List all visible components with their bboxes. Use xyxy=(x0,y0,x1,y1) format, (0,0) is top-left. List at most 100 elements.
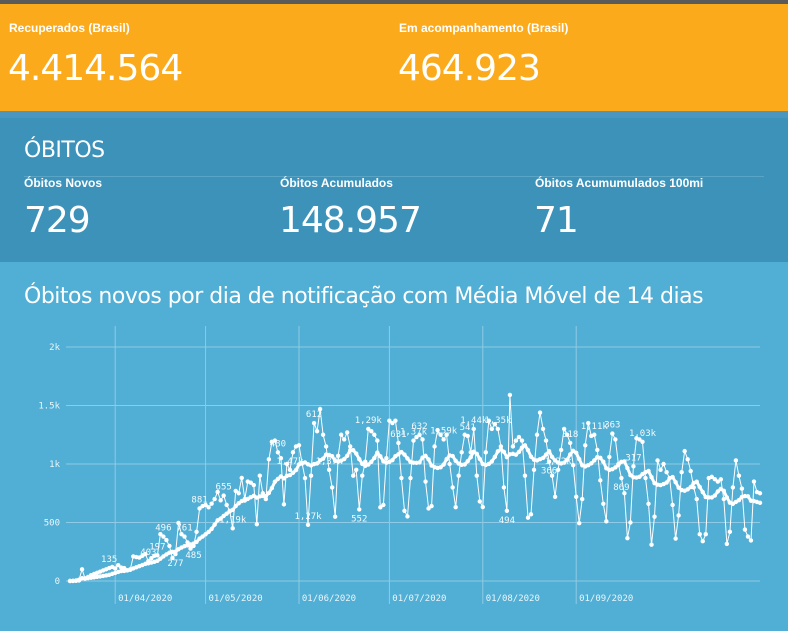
daily-point xyxy=(700,539,705,544)
data-label: 761 xyxy=(176,524,192,534)
obitos-heading: ÓBITOS xyxy=(24,138,105,163)
daily-point xyxy=(112,566,118,571)
data-label: 541 xyxy=(460,423,476,433)
daily-point xyxy=(670,502,675,508)
daily-point xyxy=(453,504,458,510)
daily-point xyxy=(718,477,724,482)
chart-title: Óbitos novos por dia de notificação com … xyxy=(24,284,704,309)
daily-point xyxy=(519,438,525,443)
daily-point xyxy=(411,438,416,443)
daily-point xyxy=(215,489,220,495)
daily-point xyxy=(182,534,187,539)
daily-point xyxy=(751,479,757,484)
daily-point xyxy=(697,532,702,537)
data-label: 1,44k xyxy=(460,416,488,426)
moving-average-point xyxy=(601,459,606,464)
moving-average-point xyxy=(592,458,597,463)
daily-point xyxy=(197,506,202,511)
daily-point xyxy=(194,529,199,535)
moving-average-point xyxy=(477,456,482,462)
moving-average-point xyxy=(269,485,275,491)
daily-point xyxy=(363,459,368,464)
moving-average-point xyxy=(673,479,678,485)
daily-point xyxy=(317,406,323,412)
daily-point xyxy=(637,437,642,442)
daily-point xyxy=(540,426,546,432)
daily-point xyxy=(733,458,739,463)
data-label: 1,27k xyxy=(294,512,322,522)
moving-average-point xyxy=(468,455,473,460)
moving-average-point xyxy=(646,468,651,474)
data-label: 366 xyxy=(541,467,557,477)
moving-average-point xyxy=(402,452,407,457)
daily-point xyxy=(402,508,407,513)
daily-point xyxy=(161,534,166,539)
daily-point xyxy=(567,440,573,446)
daily-point xyxy=(341,437,347,442)
recuperados-value: 4.414.564 xyxy=(8,48,183,89)
moving-average-point xyxy=(649,475,654,480)
daily-point xyxy=(658,467,663,473)
daily-point xyxy=(580,496,585,502)
daily-point xyxy=(543,438,549,443)
daily-point xyxy=(555,467,561,473)
x-tick-label: 01/04/2020 xyxy=(118,594,172,604)
daily-point xyxy=(155,553,160,558)
daily-point xyxy=(676,513,681,518)
moving-average-point xyxy=(622,459,627,464)
daily-point xyxy=(531,467,537,473)
moving-average-point xyxy=(613,465,618,470)
daily-point xyxy=(640,439,645,444)
daily-point xyxy=(480,504,485,510)
daily-point xyxy=(420,437,425,442)
moving-average-point xyxy=(272,479,278,484)
daily-point xyxy=(218,498,223,503)
daily-point xyxy=(302,475,308,481)
x-tick-label: 01/07/2020 xyxy=(392,594,446,604)
daily-point xyxy=(486,418,492,423)
data-label: 631 xyxy=(390,430,406,440)
daily-point xyxy=(417,432,422,437)
obitos-acumulados-value: 148.957 xyxy=(279,200,422,241)
daily-point xyxy=(381,502,386,508)
moving-average-point xyxy=(453,458,458,464)
daily-point xyxy=(408,475,413,481)
daily-point xyxy=(598,478,603,483)
data-label: 485 xyxy=(185,551,201,561)
obitos-divider xyxy=(24,176,764,177)
data-label: 1,19k xyxy=(219,515,247,525)
y-tick-label: 500 xyxy=(44,519,60,529)
daily-point xyxy=(625,535,630,541)
daily-point xyxy=(266,457,272,462)
daily-point xyxy=(167,543,172,549)
daily-point xyxy=(248,480,253,485)
moving-average-point xyxy=(426,457,431,462)
moving-average-point xyxy=(275,476,281,482)
moving-average-point xyxy=(546,448,552,454)
moving-average-point xyxy=(348,448,353,453)
data-label: 494 xyxy=(499,516,515,526)
moving-average-point xyxy=(676,485,681,490)
moving-average-point xyxy=(489,459,495,464)
daily-point xyxy=(703,532,708,537)
moving-average-point xyxy=(736,498,742,503)
daily-point xyxy=(622,491,627,496)
daily-point xyxy=(694,496,699,502)
daily-point xyxy=(284,461,290,467)
daily-point xyxy=(390,420,395,426)
data-label: 496 xyxy=(155,524,171,534)
moving-average-point xyxy=(230,507,235,513)
daily-point xyxy=(724,541,730,547)
moving-average-point xyxy=(724,495,730,500)
daily-point xyxy=(525,515,531,520)
daily-point xyxy=(314,429,320,434)
daily-point xyxy=(387,418,392,423)
data-label: 135 xyxy=(101,555,117,565)
daily-point xyxy=(501,485,507,490)
moving-average-point xyxy=(757,500,763,506)
daily-point xyxy=(143,551,148,557)
daily-point xyxy=(489,426,495,432)
moving-average-point xyxy=(266,490,272,496)
daily-point xyxy=(326,467,332,473)
moving-average-point xyxy=(200,534,205,539)
